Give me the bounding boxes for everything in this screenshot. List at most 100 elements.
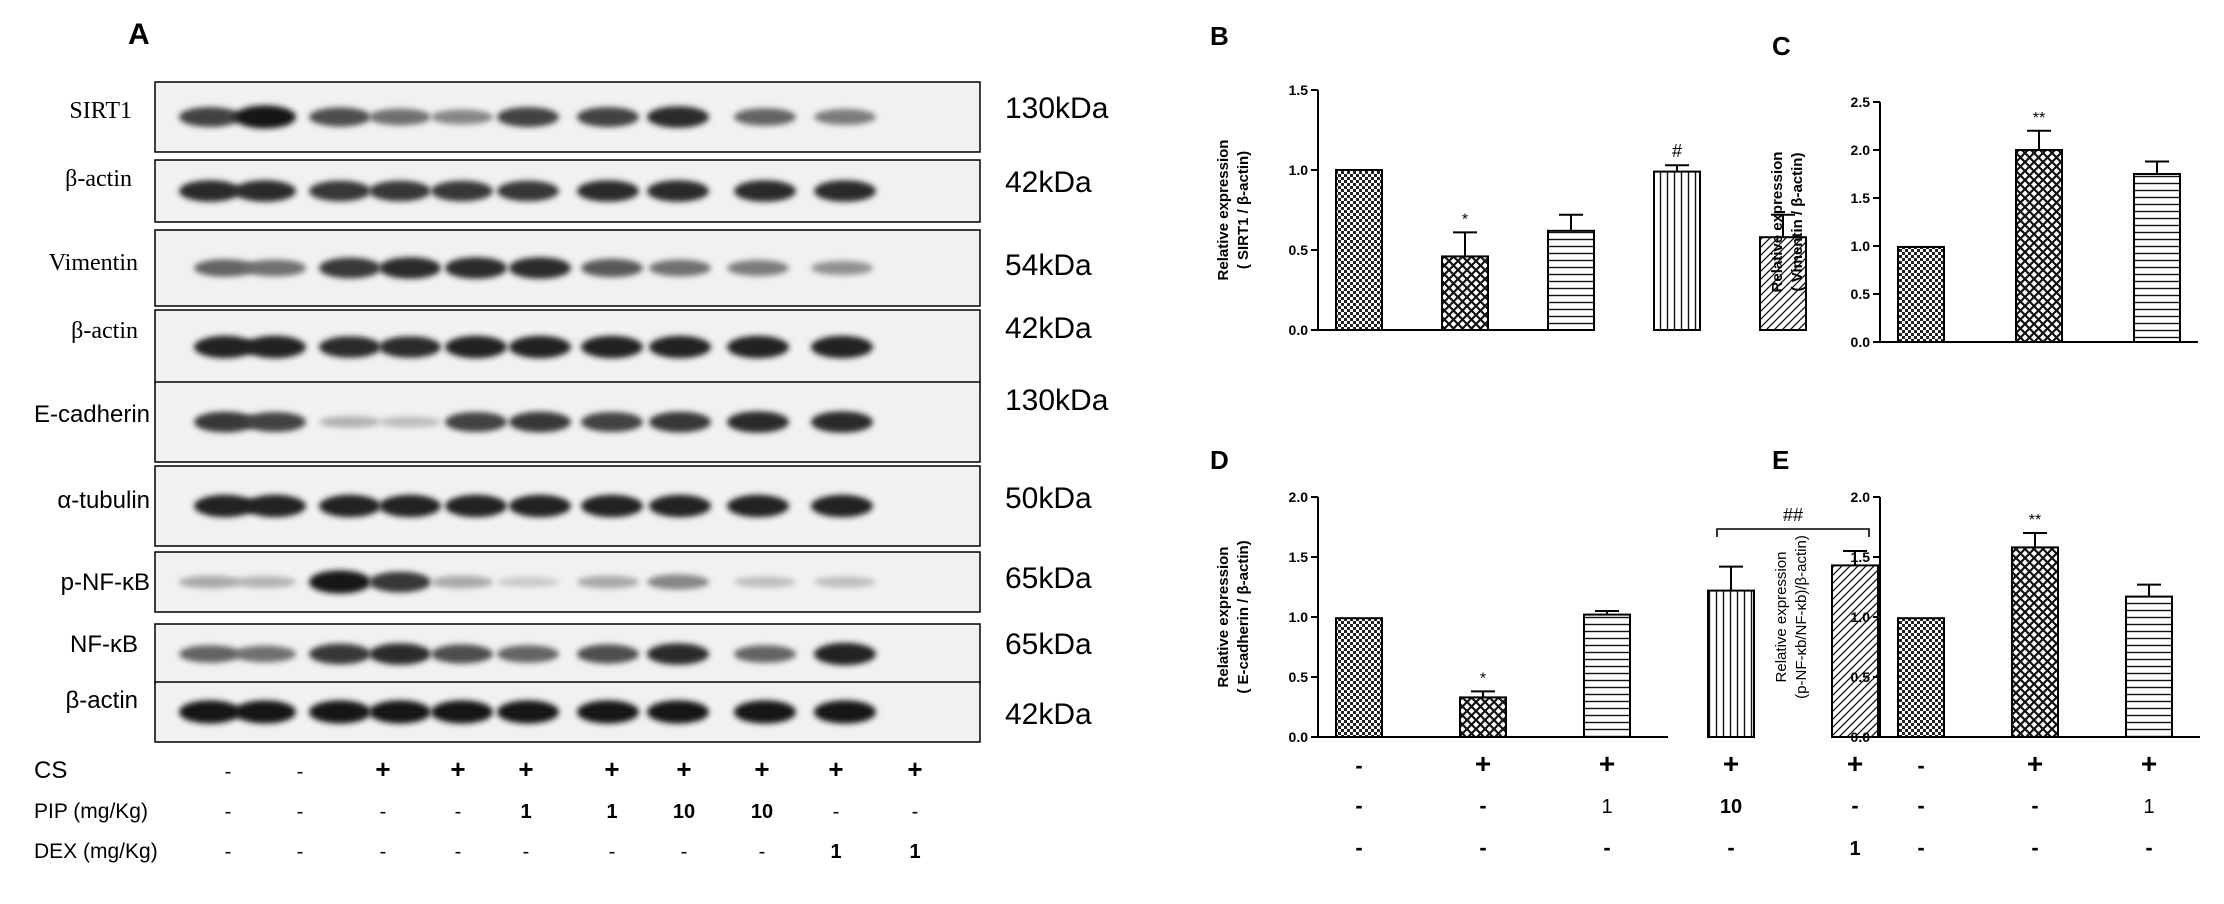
blot-protein-label: SIRT1 (69, 98, 132, 124)
y-tick-label: 1.0 (1289, 162, 1309, 178)
y-axis-label: Relative expression( E-cadherin / β-acti… (1215, 540, 1252, 693)
blot-band (497, 576, 559, 588)
blot-band (319, 336, 381, 358)
treatment-value: + (1847, 748, 1863, 779)
blot-band (194, 494, 256, 518)
blot-band (811, 494, 873, 518)
treatment-value: + (518, 754, 533, 784)
blot-band (727, 260, 789, 276)
treatment-value: - (1479, 793, 1486, 818)
blot-band (234, 700, 296, 724)
blot-band (369, 180, 431, 202)
blot-band (244, 259, 306, 277)
blot-band (194, 411, 256, 433)
panel-label: B (1210, 21, 1229, 51)
bar (1707, 589, 1755, 738)
blot-protein-label: β-actin (66, 687, 139, 714)
bar (1653, 170, 1701, 331)
treatment-value: - (1917, 835, 1924, 860)
blot-band (179, 180, 241, 202)
blot-band (431, 575, 493, 589)
blot-band (727, 335, 789, 359)
treatment-value: - (455, 841, 462, 863)
blot-band (369, 700, 431, 724)
treatment-value: + (676, 754, 691, 784)
blot-band (379, 416, 441, 428)
blot-band (577, 107, 639, 127)
treatment-value: + (1475, 748, 1491, 779)
bar (1459, 696, 1507, 739)
blot-band (734, 108, 796, 126)
treatment-value: - (1355, 793, 1362, 818)
blot-band (179, 107, 241, 127)
blot-band (431, 180, 493, 202)
y-tick-label: 0.0 (1289, 322, 1309, 338)
bar (1831, 564, 1879, 739)
treatment-value: - (1603, 835, 1610, 860)
treatment-value: - (225, 841, 232, 863)
blot-kda-label: 42kDa (1005, 698, 1092, 731)
treatment-value: - (1917, 753, 1924, 778)
blot-band (309, 570, 371, 594)
blot-kda-label: 42kDa (1005, 166, 1092, 199)
treatment-value: + (907, 754, 922, 784)
blot-band (814, 180, 876, 202)
blot-band (649, 494, 711, 518)
significance-label: * (1480, 670, 1486, 687)
bar (1441, 255, 1489, 331)
panel-label: C (1772, 31, 1791, 61)
blot-kda-label: 130kDa (1005, 92, 1109, 125)
blot-band (234, 105, 296, 129)
blot-band (379, 257, 441, 279)
y-tick-label: 0.0 (1851, 729, 1871, 745)
blot-band (577, 575, 639, 589)
blot-protein-label: NF-κB (70, 631, 138, 658)
y-tick-label: 1.0 (1851, 238, 1871, 254)
blot-band (581, 335, 643, 359)
y-tick-label: 0.5 (1289, 669, 1309, 685)
blot-kda-label: 65kDa (1005, 628, 1092, 661)
treatment-value: 1 (1849, 838, 1860, 860)
y-tick-label: 2.5 (1851, 94, 1871, 110)
blot-band (445, 494, 507, 518)
blot-band (577, 644, 639, 664)
y-tick-label: 0.0 (1851, 334, 1871, 350)
treatment-value: 1 (1601, 796, 1612, 818)
y-tick-label: 1.5 (1851, 549, 1871, 565)
blot-band (509, 411, 571, 433)
significance-label: * (1462, 211, 1468, 228)
bar (2125, 595, 2173, 738)
treatment-value: + (2141, 748, 2157, 779)
blot-band (647, 106, 709, 128)
blot-band (309, 180, 371, 202)
blot-band (431, 700, 493, 724)
treatment-value: 10 (751, 801, 773, 823)
blot-kda-label: 65kDa (1005, 562, 1092, 595)
bar-charts: B 0.0 0.5 1.0 1.5 Relative expression( SIRT1 … (1210, 21, 2200, 860)
chart-panel-b: B 0.0 0.5 1.0 1.5 Relative expression( SIRT1 … (1210, 21, 1807, 338)
y-tick-label: 2.0 (1289, 489, 1309, 505)
blot-band (647, 180, 709, 202)
blot-protein-label: β-actin (71, 318, 138, 344)
y-axis-label: Relative expression( SIRT1 / β-actin) (1215, 140, 1252, 281)
blot-band (379, 494, 441, 518)
treatment-row-label: PIP (mg/Kg) (34, 800, 148, 823)
blot-band (369, 108, 431, 126)
treatment-value: 1 (606, 801, 617, 823)
y-tick-label: 0.0 (1289, 729, 1309, 745)
treatment-value: 1 (830, 841, 841, 863)
blot-band (649, 259, 711, 277)
blot-band (647, 643, 709, 665)
panel-a-western-blot: A SIRT1 130kDa β-actin 42kDa Vimentin 54kDa β-a… (34, 18, 1109, 863)
treatment-row-label: CS (34, 757, 67, 784)
treatment-value: - (681, 841, 688, 863)
blot-kda-label: 50kDa (1005, 482, 1092, 515)
treatment-value: - (2031, 793, 2038, 818)
treatment-value: - (1851, 793, 1858, 818)
blot-band (319, 257, 381, 279)
treatment-value: + (754, 754, 769, 784)
treatment-row-label: DEX (mg/Kg) (34, 840, 158, 863)
treatment-value: - (297, 841, 304, 863)
treatment-value: 1 (909, 841, 920, 863)
